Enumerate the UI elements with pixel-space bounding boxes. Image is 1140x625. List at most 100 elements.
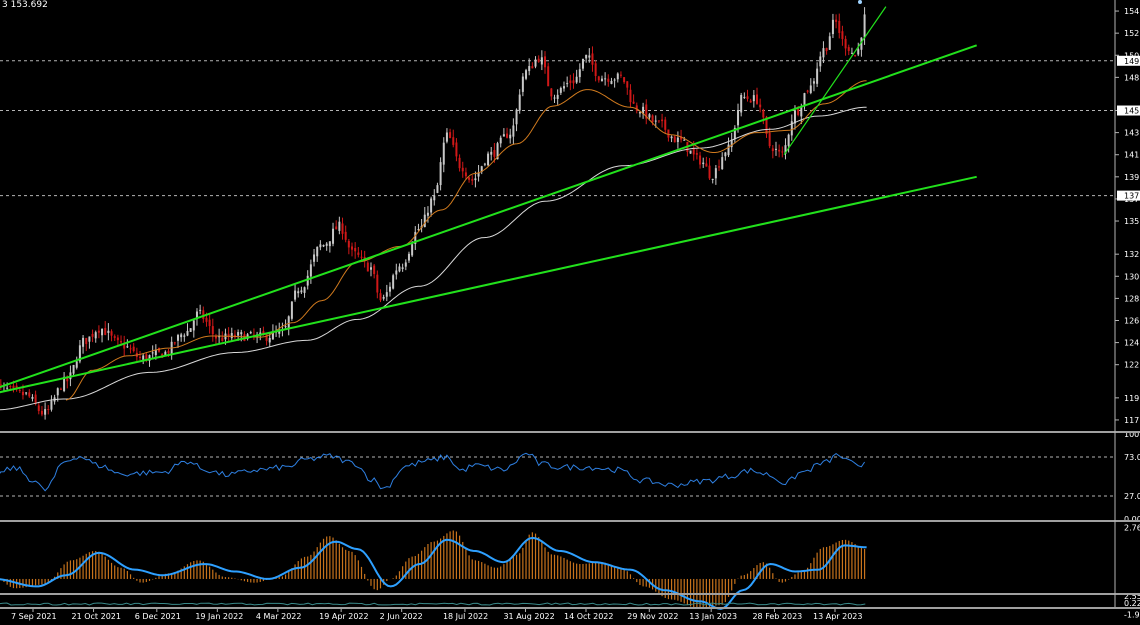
macd-tick-label: -1.9 xyxy=(1124,610,1140,619)
candle-body xyxy=(562,86,565,89)
oscillator-tick-label: 0.00 xyxy=(1124,515,1140,524)
candle-body xyxy=(294,290,297,300)
candle-body xyxy=(835,19,838,22)
candle-body xyxy=(790,121,793,136)
candle-body xyxy=(227,333,230,337)
time-tick-label: 14 Oct 2022 xyxy=(564,612,613,621)
candle-body xyxy=(25,392,28,394)
candle-body xyxy=(493,150,496,157)
candle-body xyxy=(183,335,186,337)
trendline-1 xyxy=(0,44,978,389)
candle-body xyxy=(800,107,803,117)
candle-body xyxy=(458,157,461,169)
candle-body xyxy=(670,136,673,139)
candle-body xyxy=(357,252,360,255)
hline-label-box xyxy=(1117,55,1140,66)
volume-panel[interactable] xyxy=(0,602,866,606)
price-panel[interactable] xyxy=(0,0,1115,420)
candle-body xyxy=(59,388,62,390)
candle-body xyxy=(724,152,727,157)
candle-body xyxy=(31,396,34,399)
candle-body xyxy=(547,66,550,87)
trendline-3 xyxy=(783,6,887,156)
candle-body xyxy=(648,114,651,118)
candle-body xyxy=(730,139,733,148)
oscillator-panel[interactable] xyxy=(0,452,1115,497)
candle-body xyxy=(705,163,708,167)
candle-body xyxy=(822,48,825,58)
candle-body xyxy=(158,347,161,352)
volume-line xyxy=(0,602,866,606)
candle-body xyxy=(309,264,312,277)
candle-body xyxy=(676,137,679,143)
separator-macd-volume xyxy=(0,593,1140,595)
candle-body xyxy=(101,329,104,336)
candle-body xyxy=(9,386,12,388)
candle-body xyxy=(385,292,388,297)
candle-body xyxy=(176,335,179,341)
candle-body xyxy=(673,136,676,143)
ma-slow-line xyxy=(0,106,867,411)
candle-body xyxy=(392,275,395,289)
candle-body xyxy=(793,110,796,124)
price-tick-label: 119. xyxy=(1124,394,1140,403)
candle-body xyxy=(525,70,528,79)
candle-body xyxy=(616,73,619,80)
candle-body xyxy=(474,178,477,181)
price-tick-label: 132. xyxy=(1124,250,1140,259)
oscillator-tick-label: 100 xyxy=(1124,430,1139,439)
candle-body xyxy=(809,85,812,93)
candle-body xyxy=(369,267,372,270)
candle-body xyxy=(132,346,135,352)
candle-body xyxy=(683,139,686,141)
candle-body xyxy=(771,148,774,152)
candle-body xyxy=(452,137,455,145)
candle-body xyxy=(689,150,692,154)
candle-body xyxy=(461,167,464,172)
candle-body xyxy=(388,286,391,292)
candle-body xyxy=(199,309,202,311)
candle-body xyxy=(151,352,154,354)
price-tick-label: 150. xyxy=(1124,51,1140,60)
candle-body xyxy=(556,94,559,99)
candle-body xyxy=(740,95,743,113)
price-tick-label: 122. xyxy=(1124,361,1140,370)
candle-body xyxy=(63,376,66,392)
candle-body xyxy=(768,132,771,147)
time-tick-label: 7 Sep 2021 xyxy=(11,612,57,621)
candle-body xyxy=(341,223,344,234)
candle-body xyxy=(844,38,847,49)
candle-body xyxy=(819,56,822,67)
time-tick-label: 21 Oct 2021 xyxy=(72,612,121,621)
candle-body xyxy=(591,53,594,65)
symbol-price-label: 3 153.692 xyxy=(2,0,48,10)
candle-body xyxy=(803,93,806,107)
candle-body xyxy=(831,19,834,35)
oscillator-tick-label: 73.0 xyxy=(1124,453,1140,462)
candle-body xyxy=(825,48,828,52)
macd-tick-label: 2.76 xyxy=(1124,523,1140,532)
candle-body xyxy=(423,214,426,228)
candle-body xyxy=(47,408,50,410)
candle-body xyxy=(259,332,262,335)
candle-body xyxy=(376,274,379,293)
candle-body xyxy=(727,144,730,156)
price-tick-label: 143. xyxy=(1124,129,1140,138)
candle-body xyxy=(746,96,749,99)
candle-body xyxy=(752,95,755,102)
candle-body xyxy=(553,97,556,99)
candle-body xyxy=(838,20,841,33)
time-tick-label: 2 Jun 2022 xyxy=(380,612,423,621)
separator-osc-macd xyxy=(0,520,1140,522)
candle-body xyxy=(657,120,660,122)
candle-body xyxy=(721,157,724,170)
candle-body xyxy=(205,317,208,322)
time-tick-label: 13 Jan 2023 xyxy=(689,612,737,621)
candle-body xyxy=(645,104,648,119)
candle-body xyxy=(629,89,632,103)
candle-body xyxy=(600,78,603,82)
candle-body xyxy=(313,254,316,262)
candle-body xyxy=(480,166,483,172)
macd-panel[interactable] xyxy=(0,530,867,610)
